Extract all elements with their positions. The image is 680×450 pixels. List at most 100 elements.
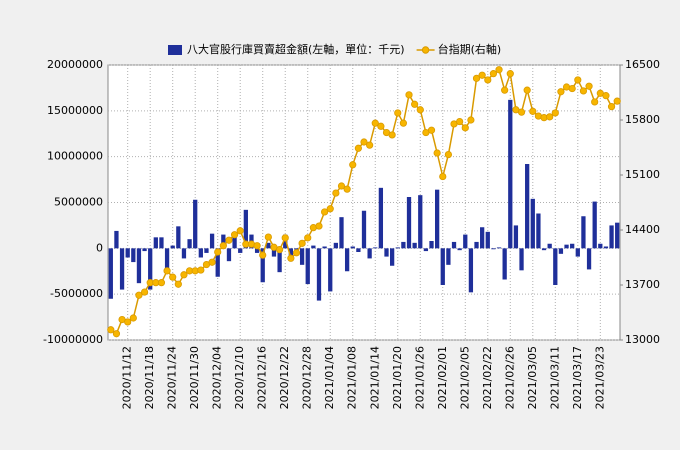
line-marker <box>180 271 188 279</box>
line-marker <box>607 103 616 111</box>
x-tick-label: 2021/01/04 <box>323 346 336 409</box>
line-marker <box>163 267 171 275</box>
line-marker <box>354 144 362 152</box>
line-marker <box>472 74 481 82</box>
bar <box>176 226 181 249</box>
bar <box>406 197 412 249</box>
bar <box>238 248 243 253</box>
line-marker <box>557 88 565 96</box>
line-marker <box>405 91 413 99</box>
bar <box>159 237 164 249</box>
line-marker <box>230 231 239 239</box>
bar <box>361 210 367 249</box>
x-tick-label: 2021/02/05 <box>458 346 471 409</box>
line-marker <box>602 92 610 100</box>
legend-swatch <box>168 45 182 55</box>
x-tick-label: 2020/12/22 <box>278 346 291 409</box>
line-marker <box>287 254 295 262</box>
bar <box>193 199 198 249</box>
line-marker <box>461 124 469 132</box>
bar <box>333 242 339 249</box>
bar <box>215 248 220 277</box>
bar <box>114 230 119 249</box>
bar <box>485 231 490 249</box>
bar <box>558 248 564 254</box>
line-marker <box>546 113 554 121</box>
line-marker <box>523 86 531 94</box>
x-tick-label: 2021/03/23 <box>593 346 606 409</box>
x-tick-label: 2020/12/16 <box>256 346 269 409</box>
bar <box>440 248 445 285</box>
bar <box>457 248 462 251</box>
bar <box>423 248 429 252</box>
x-tick-label: 2021/03/17 <box>571 346 584 409</box>
bar <box>480 227 485 249</box>
line-marker <box>388 131 396 139</box>
bar <box>429 241 434 249</box>
x-tick-label: 2021/01/20 <box>391 346 404 409</box>
y-tick-label: -5000000 <box>50 287 103 300</box>
x-tick-label: 2021/02/22 <box>481 346 494 409</box>
bar <box>254 248 260 253</box>
y2-tick-label: 13700 <box>625 278 660 291</box>
bar <box>519 248 524 271</box>
line-marker <box>112 330 121 338</box>
line-marker <box>427 126 436 134</box>
line-marker <box>140 288 149 296</box>
line-marker <box>467 116 475 124</box>
bar <box>187 239 192 249</box>
line-marker <box>315 222 323 230</box>
bar <box>344 248 350 272</box>
y2-tick-label: 15100 <box>625 168 660 181</box>
bar <box>525 164 530 249</box>
line-marker <box>444 150 452 159</box>
bar <box>328 248 333 292</box>
y-tick-label: -10000000 <box>43 333 103 346</box>
line-marker <box>399 119 407 127</box>
y-tick-label: 20000000 <box>47 58 103 71</box>
line-marker <box>360 138 368 146</box>
bar <box>232 234 237 249</box>
line-marker <box>219 242 227 250</box>
line-marker <box>517 108 526 116</box>
bar <box>474 241 479 249</box>
bar <box>170 245 175 249</box>
line-marker <box>551 109 559 117</box>
line-marker <box>157 279 166 287</box>
line-marker <box>506 70 514 78</box>
bar <box>581 216 586 249</box>
line-marker <box>343 185 351 193</box>
bar <box>243 209 248 249</box>
line-marker <box>394 109 402 117</box>
bar <box>389 248 395 266</box>
bar <box>384 248 389 257</box>
y-tick-label: 0 <box>96 241 103 254</box>
line-marker <box>489 70 498 78</box>
x-tick-label: 2021/03/11 <box>548 346 561 409</box>
bar <box>395 247 400 249</box>
line-marker <box>439 172 447 181</box>
bar <box>451 241 457 249</box>
bar <box>564 244 569 249</box>
line-marker <box>574 76 582 84</box>
bar <box>204 248 209 253</box>
line-marker <box>129 314 137 322</box>
x-tick-label: 2020/11/30 <box>188 346 201 409</box>
bar <box>496 247 502 249</box>
bar <box>148 248 153 290</box>
line-marker <box>433 149 441 157</box>
bar <box>547 243 552 249</box>
line-marker <box>169 273 177 281</box>
bar <box>598 243 603 249</box>
bar <box>339 217 344 249</box>
bar <box>266 242 271 249</box>
line-marker <box>124 318 132 326</box>
legend-label: 台指期(右軸) <box>438 42 502 56</box>
bar <box>181 248 187 259</box>
line-marker <box>456 117 464 126</box>
bar <box>446 248 451 265</box>
bar <box>536 213 541 249</box>
bar <box>418 195 423 249</box>
bar <box>530 198 535 249</box>
